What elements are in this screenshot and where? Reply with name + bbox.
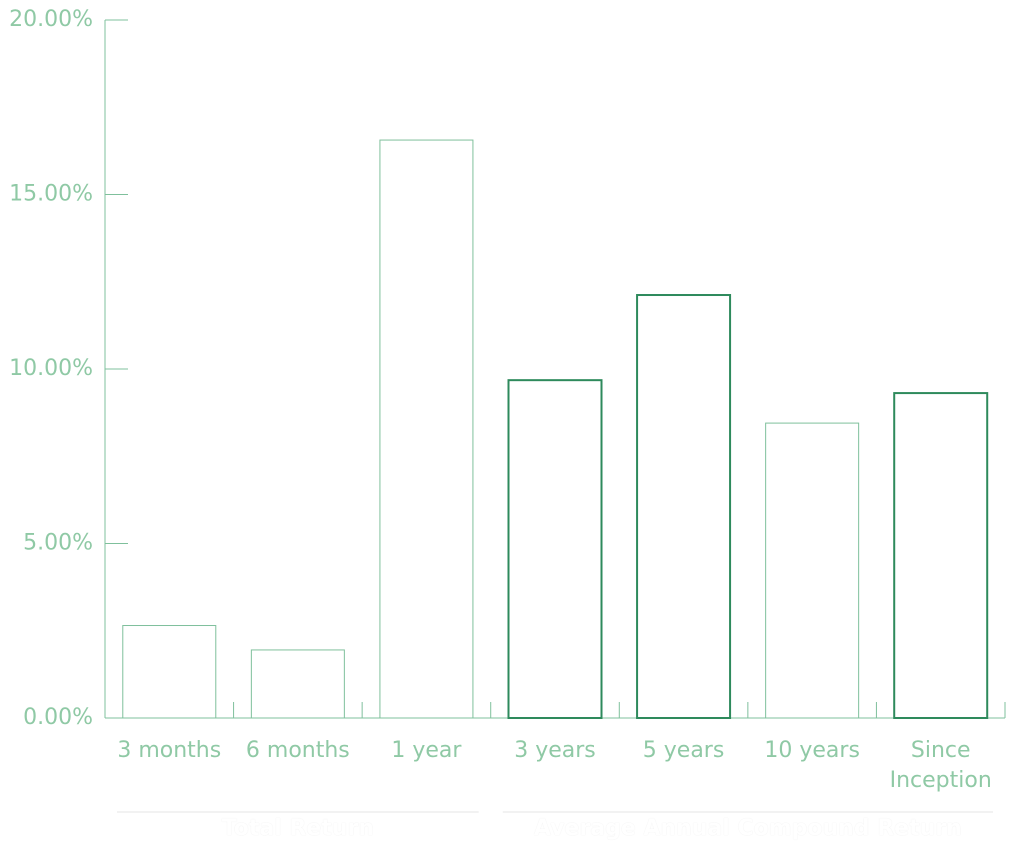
x-tick-label: 3 months	[117, 738, 222, 763]
group-label: Total Return	[221, 816, 375, 841]
group-label: Average Annual Compound Return	[533, 816, 962, 841]
x-tick-label: Since Inception	[889, 738, 992, 793]
y-tick-label: 5.00%	[23, 531, 93, 556]
x-tick-label: 10 years	[764, 738, 860, 763]
y-tick-label: 0.00%	[23, 705, 93, 730]
y-tick-label: 20.00%	[9, 7, 93, 32]
bar	[250, 649, 345, 719]
x-tick-label: 6 months	[245, 738, 350, 763]
bar	[893, 392, 989, 719]
bar	[765, 422, 860, 719]
bar	[122, 625, 217, 719]
x-tick-label: 5 years	[642, 738, 725, 763]
x-tick-label: 1 year	[391, 738, 462, 763]
bar	[507, 379, 603, 719]
x-tick-label: 3 years	[514, 738, 596, 763]
y-tick-label: 10.00%	[9, 356, 93, 381]
bar	[636, 294, 732, 719]
bar	[379, 139, 474, 719]
y-tick-label: 15.00%	[9, 182, 93, 207]
